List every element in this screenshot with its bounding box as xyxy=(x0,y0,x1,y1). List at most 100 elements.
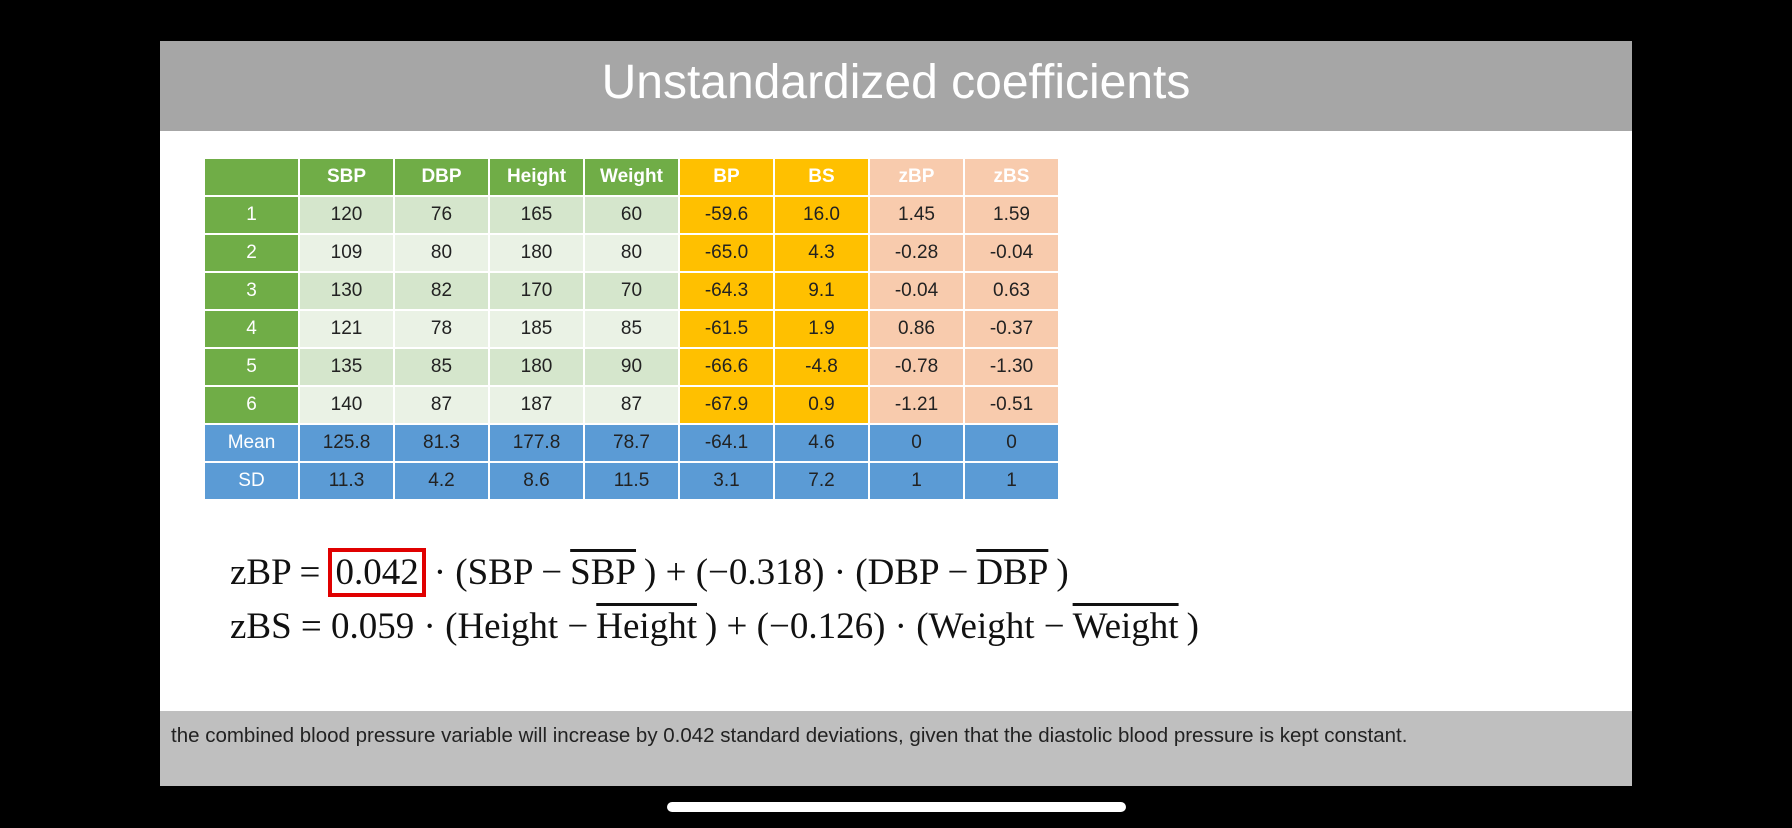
equation-term: ) xyxy=(1186,606,1199,647)
header-cell: SBP xyxy=(298,157,395,197)
table-cell: 16.0 xyxy=(773,195,870,235)
table-cell: -0.37 xyxy=(963,309,1060,349)
table-cell: 1 xyxy=(963,461,1060,501)
table-cell: 11.5 xyxy=(583,461,680,501)
table-cell: -4.8 xyxy=(773,347,870,387)
row-label: 6 xyxy=(203,385,300,425)
highlighted-coefficient: 0.042 xyxy=(328,548,426,597)
header-cell: Weight xyxy=(583,157,680,197)
row-label: 5 xyxy=(203,347,300,387)
table-cell: 0.63 xyxy=(963,271,1060,311)
table-cell: 185 xyxy=(488,309,585,349)
table-cell: -59.6 xyxy=(678,195,775,235)
table-cell: 60 xyxy=(583,195,680,235)
table-cell: -1.30 xyxy=(963,347,1060,387)
row-label: 2 xyxy=(203,233,300,273)
table-cell: 87 xyxy=(583,385,680,425)
table-cell: 130 xyxy=(298,271,395,311)
table-cell: 109 xyxy=(298,233,395,273)
table-cell: -65.0 xyxy=(678,233,775,273)
table-cell: -64.1 xyxy=(678,423,775,463)
table-cell: 121 xyxy=(298,309,395,349)
table-cell: 0.86 xyxy=(868,309,965,349)
home-indicator[interactable] xyxy=(667,802,1126,812)
table-cell: -66.6 xyxy=(678,347,775,387)
equation-term: zBS = 0.059 · (Height − xyxy=(230,606,589,647)
equation-term: Height xyxy=(596,606,697,647)
slide: Unstandardized coefficients SBP DBP Height… xyxy=(160,41,1632,786)
equation: zBP = 0.042 · (SBP − SBP) + (−0.318) · (DBP… xyxy=(230,548,1207,605)
table-cell: 180 xyxy=(488,233,585,273)
table-row: 1 120 76 165 60 -59.6 16.0 1.45 1.59 xyxy=(203,195,1060,235)
header-cell: zBS xyxy=(963,157,1060,197)
header-cell: BS xyxy=(773,157,870,197)
table-cell: -64.3 xyxy=(678,271,775,311)
caption: the combined blood pressure variable wil… xyxy=(171,724,1408,747)
corner-cell xyxy=(203,157,300,197)
table-cell: 1.9 xyxy=(773,309,870,349)
row-label: 4 xyxy=(203,309,300,349)
header-cell: Height xyxy=(488,157,585,197)
table-cell: 90 xyxy=(583,347,680,387)
equation-term: ) + (−0.318) · (DBP − xyxy=(644,552,969,593)
table-cell: 76 xyxy=(393,195,490,235)
table-cell: 120 xyxy=(298,195,395,235)
table-row: 3 130 82 170 70 -64.3 9.1 -0.04 0.63 xyxy=(203,271,1060,311)
table-cell: -67.9 xyxy=(678,385,775,425)
table-cell: 170 xyxy=(488,271,585,311)
table-cell: 87 xyxy=(393,385,490,425)
header-row: SBP DBP Height Weight BP BS zBP zBS xyxy=(203,157,1060,197)
table-cell: 4.6 xyxy=(773,423,870,463)
title-band xyxy=(160,41,1632,131)
table-cell: 4.3 xyxy=(773,233,870,273)
header-cell: DBP xyxy=(393,157,490,197)
table-cell: 7.2 xyxy=(773,461,870,501)
data-table: SBP DBP Height Weight BP BS zBP zBS 1 120 76 165 60-… xyxy=(203,157,1060,501)
table-cell: 0.9 xyxy=(773,385,870,425)
row-label: Mean xyxy=(203,423,300,463)
table-cell: 1.45 xyxy=(868,195,965,235)
table-cell: 81.3 xyxy=(393,423,490,463)
slide-title: Unstandardized coefficients xyxy=(601,56,1191,109)
table-cell: -0.04 xyxy=(963,233,1060,273)
table-cell: 180 xyxy=(488,347,585,387)
table-row: SD 11.3 4.2 8.6 11.5 3.1 7.2 1 1 xyxy=(203,461,1060,501)
equation-term: DBP xyxy=(976,552,1049,593)
table-cell: 1.59 xyxy=(963,195,1060,235)
header-cell: zBP xyxy=(868,157,965,197)
equation-term: ) xyxy=(1056,552,1069,593)
header-cell: BP xyxy=(678,157,775,197)
table-cell: 9.1 xyxy=(773,271,870,311)
row-label: SD xyxy=(203,461,300,501)
table-cell: 78.7 xyxy=(583,423,680,463)
equation-term: zBP = xyxy=(230,552,321,593)
table-cell: 140 xyxy=(298,385,395,425)
equation-term: SBP xyxy=(570,552,637,593)
table-cell: -0.04 xyxy=(868,271,965,311)
table-cell: 135 xyxy=(298,347,395,387)
table-cell: 8.6 xyxy=(488,461,585,501)
table-cell: 1 xyxy=(868,461,965,501)
table-cell: 0 xyxy=(963,423,1060,463)
table-row: 6 140 87 187 87 -67.9 0.9 -1.21 -0.51 xyxy=(203,385,1060,425)
table-cell: -0.78 xyxy=(868,347,965,387)
equation-term: Weight xyxy=(1072,606,1179,647)
table-cell: 177.8 xyxy=(488,423,585,463)
equations: zBP = 0.042 · (SBP − SBP) + (−0.318) · (DBP… xyxy=(230,548,1207,659)
caption-band: the combined blood pressure variable wil… xyxy=(160,711,1632,786)
table-cell: 80 xyxy=(393,233,490,273)
table-cell: 70 xyxy=(583,271,680,311)
table-cell: -61.5 xyxy=(678,309,775,349)
table-cell: 187 xyxy=(488,385,585,425)
table-cell: 4.2 xyxy=(393,461,490,501)
row-label: 3 xyxy=(203,271,300,311)
table-cell: 78 xyxy=(393,309,490,349)
table-cell: 125.8 xyxy=(298,423,395,463)
table-row: 2 109 80 180 80 -65.0 4.3 -0.28 -0.04 xyxy=(203,233,1060,273)
table-cell: -1.21 xyxy=(868,385,965,425)
table-row: 5 135 85 180 90 -66.6 -4.8 -0.78 -1.30 xyxy=(203,347,1060,387)
table-cell: 85 xyxy=(583,309,680,349)
table-row: Mean 125.8 81.3 177.8 78.7 -64.1 4.6 0 0 xyxy=(203,423,1060,463)
table-cell: 0 xyxy=(868,423,965,463)
